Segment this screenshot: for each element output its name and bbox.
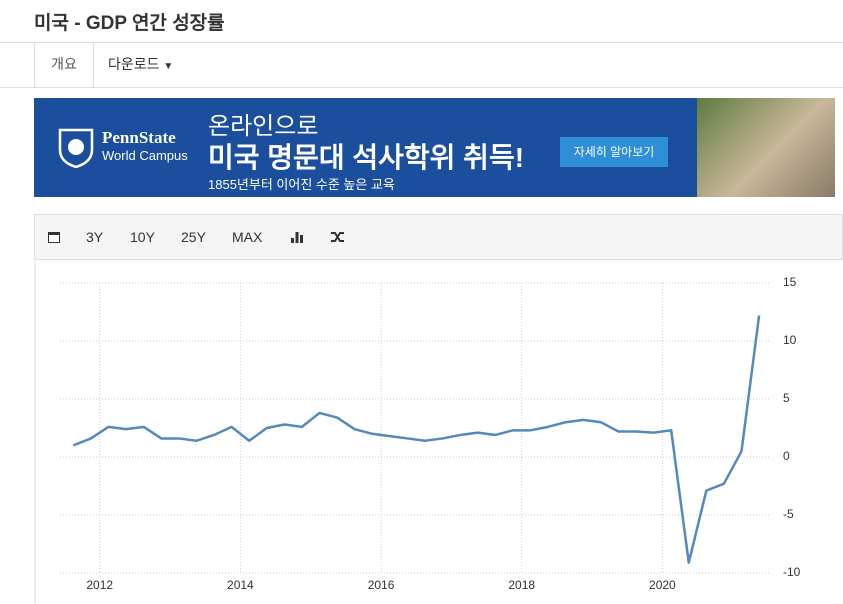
line-series (72, 315, 761, 564)
tab-bar (0, 42, 843, 88)
ad-headline: 미국 명문대 석사학위 취득! (208, 142, 525, 173)
ad-sub: 1855년부터 이어진 수준 높은 교육 (208, 177, 395, 192)
x-tick-label: 2014 (227, 578, 254, 592)
y-tick-label: 0 (783, 449, 790, 463)
chart: -10 -5 0 5 10 15 2012 2014 2016 2018 2020 (34, 261, 801, 604)
shuffle-icon[interactable] (330, 230, 346, 244)
x-tick-label: 2016 (368, 578, 395, 592)
y-tick-label: 10 (783, 333, 797, 347)
tab-dropdown[interactable]: 다운로드 ▼ (108, 43, 173, 87)
toolbar (34, 214, 843, 260)
y-tick-label: 15 (783, 275, 797, 289)
ad-image (697, 98, 835, 197)
x-tick-label: 2020 (649, 578, 676, 592)
bar-icon[interactable] (290, 230, 304, 244)
x-tick-label: 2012 (86, 578, 113, 592)
ad-brand: PennState (102, 128, 176, 147)
tab-label[interactable]: 다운로드 (108, 56, 160, 72)
range-button[interactable]: 10Y (130, 229, 155, 245)
range-button[interactable]: 3Y (86, 229, 104, 245)
range-button[interactable]: MAX (232, 229, 263, 245)
page-title: 미국 - GDP 연간 성장률 (34, 13, 225, 34)
ad-brand-sub: World Campus (102, 148, 188, 163)
y-tick-label: -5 (783, 507, 794, 521)
range-button[interactable]: 25Y (181, 229, 206, 245)
calendar-icon[interactable] (47, 230, 61, 244)
shield-logo (58, 128, 94, 168)
tab[interactable]: 개요 (34, 43, 94, 87)
x-tick-label: 2018 (508, 578, 535, 592)
y-tick-label: 5 (783, 391, 790, 405)
caret: ▼ (163, 61, 174, 72)
ad-banner[interactable]: PennState World Campus 온라인으로 미국 명문대 석사학위… (34, 98, 835, 197)
ad-button[interactable]: 자세히 알아보기 (560, 137, 668, 167)
y-tick-label: -10 (783, 565, 801, 579)
ad-line: 온라인으로 (208, 113, 319, 140)
